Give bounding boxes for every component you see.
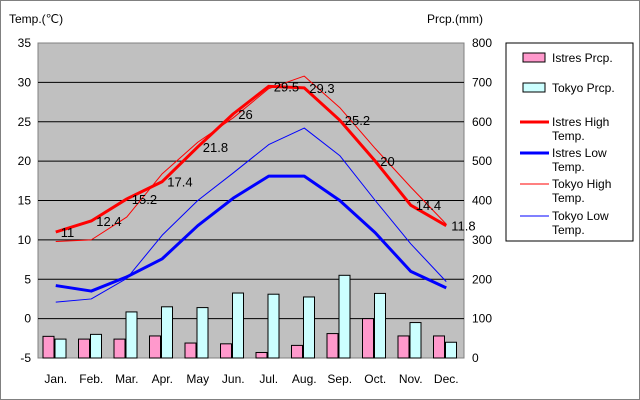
- right-tick-label: 400: [472, 194, 492, 208]
- x-tick-label: Jul.: [259, 372, 278, 386]
- left-tick-label: 5: [24, 272, 31, 286]
- bar-tokyo-prcp: [196, 307, 209, 359]
- data-label: 14.4: [416, 198, 441, 213]
- data-label: 26: [238, 107, 252, 122]
- left-tick-label: 25: [18, 115, 32, 129]
- bar-tokyo-prcp: [445, 341, 457, 359]
- bar-istres-prcp: [397, 335, 410, 359]
- precipitation-bars: [42, 274, 457, 359]
- left-tick-label: 30: [18, 75, 32, 89]
- data-label: 12.4: [96, 214, 121, 229]
- bar-istres-prcp: [78, 338, 90, 359]
- legend-label: Tokyo Low Temp.: [552, 209, 609, 237]
- bar-tokyo-prcp: [409, 322, 422, 359]
- bar-istres-prcp: [326, 333, 339, 359]
- left-tick-label: 35: [18, 36, 32, 50]
- left-axis-label: Temp.(℃): [9, 12, 63, 26]
- right-tick-label: 800: [472, 36, 492, 50]
- legend-swatch: [522, 52, 546, 63]
- right-axis-label: Prcp.(mm): [427, 12, 483, 26]
- legend-label: Tokyo High Temp.: [552, 177, 611, 205]
- left-tick-label: -5: [20, 351, 31, 365]
- istres-high-temp-line: [55, 84, 447, 234]
- legend-items: Istres Prcp. Tokyo Prcp. Istres High Temp. I…: [520, 51, 615, 237]
- x-tick-label: Jan.: [44, 372, 67, 386]
- bar-istres-prcp: [220, 343, 232, 359]
- right-tick-label: 100: [472, 312, 492, 326]
- legend: Istres Prcp. Tokyo Prcp. Istres High Temp. I…: [505, 42, 634, 242]
- bar-tokyo-prcp: [54, 338, 67, 359]
- bar-tokyo-prcp: [267, 293, 280, 359]
- bar-tokyo-prcp: [125, 311, 138, 359]
- right-tick-label: 600: [472, 115, 492, 129]
- legend-label: Istres Prcp.: [552, 51, 613, 65]
- legend-box: [505, 42, 634, 242]
- x-tick-label: Aug.: [292, 372, 317, 386]
- x-tick-label: Oct.: [364, 372, 386, 386]
- gridlines: [38, 81, 464, 320]
- right-tick-label: 700: [472, 75, 492, 89]
- bar-istres-prcp: [255, 351, 268, 359]
- bar-tokyo-prcp: [338, 274, 351, 359]
- x-tick-label: Apr.: [152, 372, 173, 386]
- right-tick-label: 300: [472, 233, 492, 247]
- data-label: 29.3: [309, 81, 334, 96]
- left-tick-label: 10: [18, 233, 32, 247]
- data-label: 29.5: [274, 79, 299, 94]
- x-tick-label: Nov.: [399, 372, 423, 386]
- data-label: 17.4: [167, 175, 192, 190]
- data-label: 21.8: [203, 140, 228, 155]
- bar-tokyo-prcp: [232, 292, 244, 359]
- legend-label: Istres Low Temp.: [552, 146, 607, 174]
- right-tick-label: 200: [472, 272, 492, 286]
- bar-istres-prcp: [362, 318, 374, 359]
- bar-tokyo-prcp: [161, 306, 173, 359]
- bar-tokyo-prcp: [90, 333, 102, 359]
- x-tick-label: May: [186, 372, 209, 386]
- right-axis-ticks: 0 100 200 300 400 500 600 700 800: [472, 36, 492, 365]
- data-label: 20: [380, 154, 394, 169]
- x-tick-label: Feb.: [79, 372, 103, 386]
- right-tick-label: 500: [472, 154, 492, 168]
- legend-label: Tokyo Prcp.: [552, 81, 615, 95]
- data-label: 11: [61, 225, 75, 240]
- x-tick-label: Mar.: [115, 372, 138, 386]
- bar-tokyo-prcp: [303, 296, 315, 359]
- left-tick-label: 20: [18, 154, 32, 168]
- istres-low-temp-line: [55, 174, 447, 293]
- bar-istres-prcp: [291, 344, 303, 359]
- bar-istres-prcp: [184, 342, 197, 359]
- data-label: 11.8: [451, 219, 475, 234]
- bar-istres-prcp: [149, 335, 161, 359]
- x-tick-label: Dec.: [434, 372, 459, 386]
- bar-tokyo-prcp: [374, 292, 386, 359]
- bar-istres-prcp: [113, 338, 126, 359]
- left-tick-label: 0: [24, 312, 31, 326]
- temperature-lines: [55, 75, 447, 303]
- left-axis-ticks: -5 0 5 10 15 20 25 30 35: [18, 36, 32, 365]
- right-tick-label: 0: [472, 351, 479, 365]
- tokyo-high-temp-line: [55, 75, 447, 242]
- x-tick-label: Jun.: [222, 372, 245, 386]
- legend-swatch: [522, 82, 546, 93]
- data-label: 15.2: [132, 192, 157, 207]
- istres-high-data-labels: 11 12.4 15.2 17.4 21.8 26 29.5 29.3 25.2 20 14.4 11…: [61, 79, 476, 240]
- left-tick-label: 15: [18, 194, 32, 208]
- x-tick-label: Sep.: [327, 372, 352, 386]
- tokyo-low-temp-line: [55, 127, 447, 303]
- data-label: 25.2: [345, 113, 370, 128]
- x-axis-ticks: Jan. Feb. Mar. Apr. May Jun. Jul. Aug. Sep. Oct. N…: [44, 372, 458, 386]
- bar-istres-prcp: [42, 335, 55, 359]
- legend-label: Istres High Temp.: [552, 115, 609, 143]
- bar-istres-prcp: [433, 335, 445, 359]
